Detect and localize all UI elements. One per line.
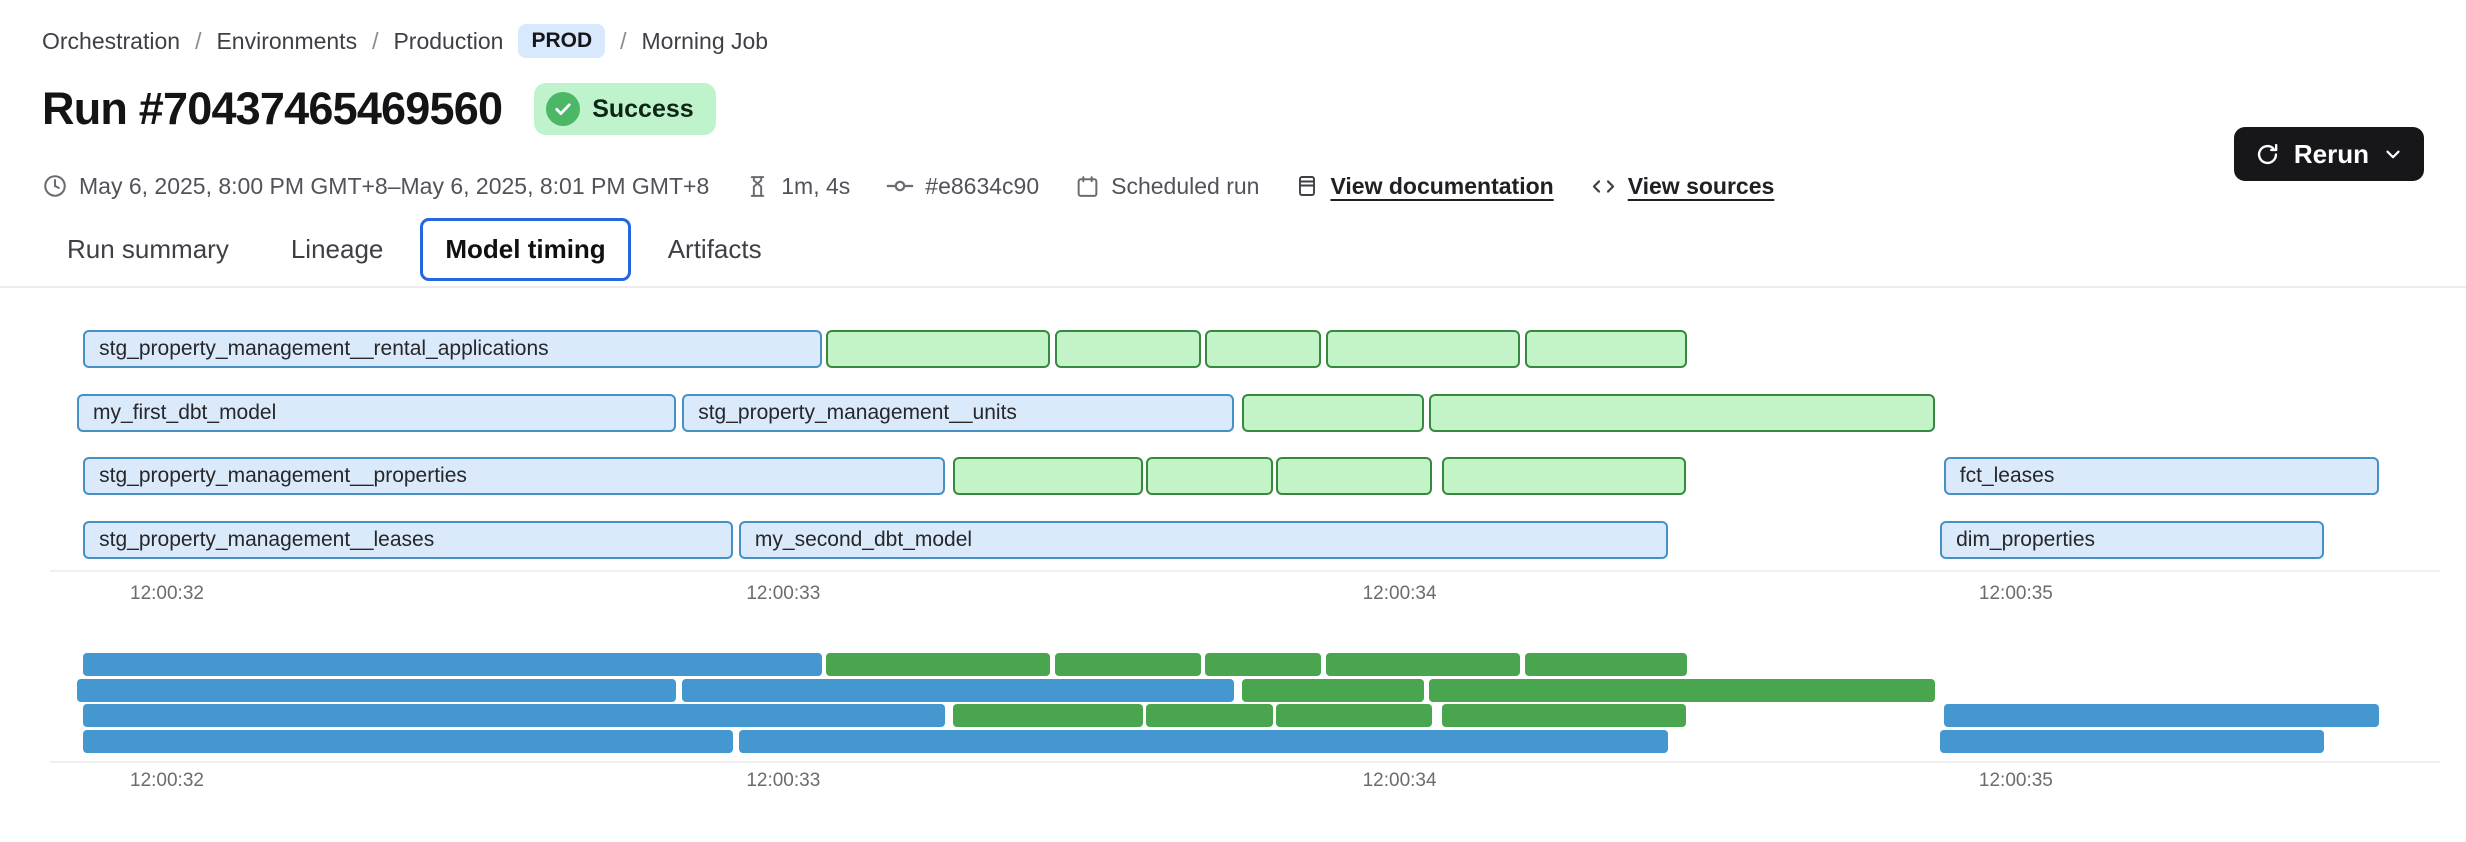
- breadcrumb-orchestration[interactable]: Orchestration: [42, 27, 181, 54]
- gantt-bar[interactable]: my_second_dbt_model: [738, 520, 1668, 559]
- breadcrumb-morning-job[interactable]: Morning Job: [641, 27, 769, 54]
- gantt-bar[interactable]: [1205, 330, 1322, 368]
- gantt-bar[interactable]: [1325, 330, 1520, 368]
- timeline-mini-bar[interactable]: [83, 730, 734, 754]
- title-row: Run #70437465469560 Success: [42, 83, 716, 135]
- axis-tick-label: 12:00:32: [130, 583, 204, 604]
- minimap-baseline: [50, 761, 2440, 763]
- clock-icon: [42, 173, 68, 199]
- environment-badge[interactable]: PROD: [518, 24, 606, 58]
- axis-tick-label: 12:00:32: [130, 770, 204, 791]
- chart-baseline: [50, 570, 2440, 572]
- git-commit-icon: [886, 172, 914, 200]
- trigger-text: Scheduled run: [1111, 172, 1260, 199]
- rerun-button[interactable]: Rerun: [2233, 127, 2424, 181]
- gantt-bar[interactable]: [1145, 457, 1273, 495]
- tab-run-summary[interactable]: Run summary: [67, 234, 229, 264]
- document-icon: [1295, 174, 1319, 198]
- status-badge: Success: [534, 83, 716, 135]
- gantt-bar[interactable]: dim_properties: [1940, 520, 2325, 559]
- gantt-bar[interactable]: my_first_dbt_model: [77, 393, 677, 432]
- view-sources-link[interactable]: View sources: [1627, 172, 1775, 199]
- axis-tick-label: 12:00:33: [746, 583, 821, 604]
- timeline-mini-bar[interactable]: [1524, 653, 1688, 676]
- timeline-mini-bar[interactable]: [682, 678, 1234, 702]
- tab-model-timing[interactable]: Model timing: [420, 218, 631, 281]
- timeline-mini-bar[interactable]: [1242, 678, 1424, 702]
- code-icon: [1590, 173, 1617, 200]
- documentation: View documentation: [1295, 172, 1554, 200]
- duration-text: 1m, 4s: [781, 172, 851, 199]
- breadcrumb-separator: /: [372, 27, 379, 54]
- calendar-icon: [1075, 174, 1100, 199]
- breadcrumb: Orchestration / Environments / Productio…: [42, 24, 768, 58]
- timeline-mini-bar[interactable]: [83, 704, 946, 728]
- gantt-bar[interactable]: [1441, 457, 1686, 495]
- commit-text: #e8634c90: [925, 172, 1040, 199]
- timeline-mini-bar[interactable]: [1943, 704, 2379, 728]
- timeline-mini-bar[interactable]: [738, 730, 1668, 754]
- check-circle-icon: [546, 92, 581, 126]
- axis-tick-label: 12:00:33: [746, 770, 821, 791]
- timeline-mini-bar[interactable]: [1276, 704, 1432, 728]
- breadcrumb-environments[interactable]: Environments: [216, 27, 358, 54]
- page-title: Run #70437465469560: [42, 83, 503, 134]
- rerun-label: Rerun: [2293, 138, 2369, 169]
- axis-tick-label: 12:00:35: [1978, 770, 2053, 791]
- breadcrumb-separator: /: [195, 27, 202, 54]
- gantt-bar[interactable]: stg_property_management__leases: [83, 520, 734, 559]
- timeline-mini-bar[interactable]: [1441, 704, 1686, 728]
- tabs-divider: [0, 286, 2466, 288]
- sources: View sources: [1590, 172, 1775, 200]
- axis-tick-label: 12:00:34: [1362, 583, 1437, 604]
- view-documentation-link[interactable]: View documentation: [1330, 172, 1554, 199]
- gantt-bar[interactable]: fct_leases: [1943, 457, 2379, 495]
- refresh-icon: [2254, 141, 2281, 168]
- tab-artifacts[interactable]: Artifacts: [667, 234, 762, 264]
- timeline-mini-bar[interactable]: [953, 704, 1144, 728]
- commit: #e8634c90: [886, 172, 1039, 200]
- axis-tick-label: 12:00:35: [1978, 583, 2053, 604]
- gantt-bar[interactable]: stg_property_management__units: [682, 393, 1234, 432]
- timeline-mini-bar[interactable]: [1055, 653, 1201, 676]
- gantt-bar[interactable]: [1242, 393, 1424, 432]
- hourglass-icon: [745, 174, 770, 199]
- tab-lineage[interactable]: Lineage: [290, 234, 384, 264]
- gantt-bar[interactable]: stg_property_management__properties: [83, 457, 946, 495]
- gantt-bar[interactable]: [953, 457, 1144, 495]
- status-label: Success: [592, 94, 694, 123]
- trigger: Scheduled run: [1075, 173, 1259, 200]
- run-meta-row: May 6, 2025, 8:00 PM GMT+8–May 6, 2025, …: [42, 172, 1774, 200]
- gantt-bar[interactable]: stg_property_management__rental_applicat…: [83, 330, 823, 368]
- timeline-mini-bar[interactable]: [83, 653, 823, 676]
- run-tabs: Run summary Lineage Model timing Artifac…: [42, 218, 787, 281]
- gantt-bar[interactable]: [1055, 330, 1201, 368]
- time-range-text: May 6, 2025, 8:00 PM GMT+8–May 6, 2025, …: [79, 172, 710, 199]
- timeline-mini-bar[interactable]: [77, 678, 677, 702]
- chevron-down-icon[interactable]: [2382, 143, 2404, 165]
- breadcrumb-production[interactable]: Production: [393, 27, 504, 54]
- timeline-mini-bar[interactable]: [1940, 730, 2325, 754]
- time-range: May 6, 2025, 8:00 PM GMT+8–May 6, 2025, …: [42, 173, 709, 200]
- timeline-mini-bar[interactable]: [1145, 704, 1273, 728]
- timeline-mini-bar[interactable]: [1205, 653, 1322, 676]
- gantt-bar[interactable]: [1428, 393, 1935, 432]
- breadcrumb-separator: /: [620, 27, 627, 54]
- timeline-mini-bar[interactable]: [826, 653, 1050, 676]
- timeline-mini-bar[interactable]: [1325, 653, 1520, 676]
- timeline-mini-bar[interactable]: [1428, 678, 1935, 702]
- duration: 1m, 4s: [745, 173, 850, 200]
- gantt-bar[interactable]: [826, 330, 1050, 368]
- gantt-bar[interactable]: [1524, 330, 1688, 368]
- gantt-bar[interactable]: [1276, 457, 1432, 495]
- axis-tick-label: 12:00:34: [1362, 770, 1437, 791]
